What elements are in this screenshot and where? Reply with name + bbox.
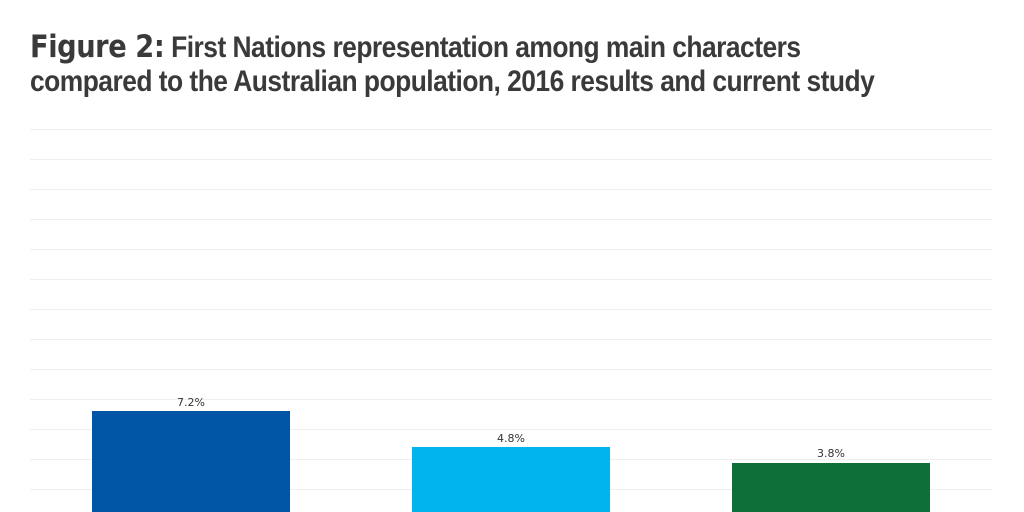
bar-2[interactable] <box>412 447 610 512</box>
title-text-1: First Nations representation among main … <box>171 31 801 64</box>
gridline <box>30 369 992 370</box>
figure-number: Figure 2: <box>30 29 165 65</box>
gridline <box>30 249 992 250</box>
gridline <box>30 189 992 190</box>
gridline <box>30 219 992 220</box>
bar-value-label: 7.2% <box>177 396 205 409</box>
gridline <box>30 279 992 280</box>
title-line-1: Figure 2: First Nations representation a… <box>30 30 892 65</box>
gridline <box>30 399 992 400</box>
gridline <box>30 429 992 430</box>
bar-3[interactable] <box>732 463 930 512</box>
gridline <box>30 339 992 340</box>
title-line-2: compared to the Australian population, 2… <box>30 65 875 98</box>
chart-title: Figure 2: First Nations representation a… <box>30 30 892 99</box>
bar-value-label: 3.8% <box>817 447 845 460</box>
gridline <box>30 129 992 130</box>
gridline <box>30 309 992 310</box>
bar-value-label: 4.8% <box>497 432 525 445</box>
bar-1[interactable] <box>92 411 290 512</box>
gridline <box>30 159 992 160</box>
plot-area: 7.2% 4.8% 3.8% <box>30 0 992 512</box>
